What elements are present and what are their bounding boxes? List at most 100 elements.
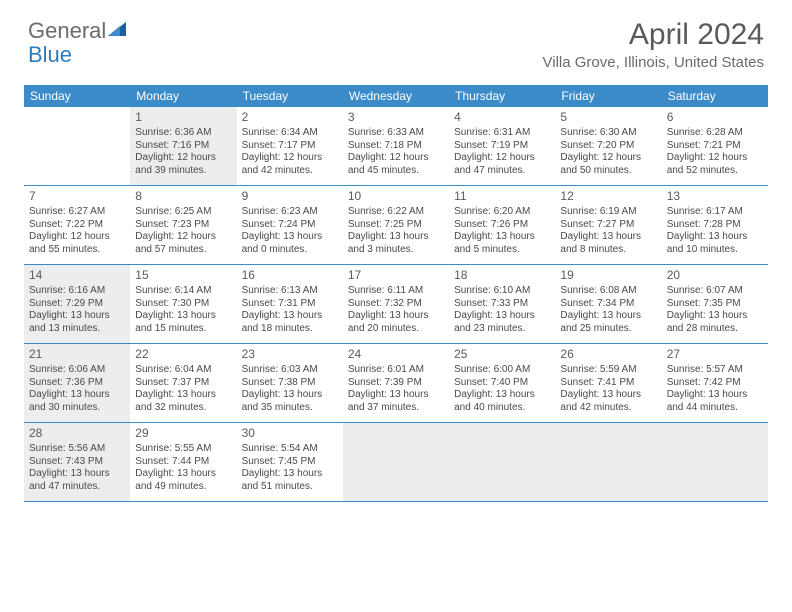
day-daylight2: and 50 minutes. [560, 165, 656, 178]
day-sunrise: Sunrise: 6:13 AM [242, 285, 338, 298]
day-cell: 3Sunrise: 6:33 AMSunset: 7:18 PMDaylight… [343, 107, 449, 185]
day-sunset: Sunset: 7:32 PM [348, 298, 444, 311]
day-number: 2 [242, 110, 338, 125]
day-daylight1: Daylight: 13 hours [29, 468, 125, 481]
day-daylight1: Daylight: 13 hours [454, 389, 550, 402]
dow-cell: Tuesday [237, 85, 343, 107]
day-daylight1: Daylight: 13 hours [135, 310, 231, 323]
day-daylight1: Daylight: 12 hours [560, 152, 656, 165]
day-sunset: Sunset: 7:22 PM [29, 219, 125, 232]
weeks-container: 1Sunrise: 6:36 AMSunset: 7:16 PMDaylight… [24, 107, 768, 502]
day-daylight1: Daylight: 13 hours [29, 310, 125, 323]
dow-cell: Friday [555, 85, 661, 107]
day-daylight2: and 47 minutes. [454, 165, 550, 178]
day-cell: 26Sunrise: 5:59 AMSunset: 7:41 PMDayligh… [555, 344, 661, 422]
day-daylight2: and 51 minutes. [242, 481, 338, 494]
day-number: 6 [667, 110, 763, 125]
day-cell: 18Sunrise: 6:10 AMSunset: 7:33 PMDayligh… [449, 265, 555, 343]
day-sunrise: Sunrise: 6:00 AM [454, 364, 550, 377]
day-sunrise: Sunrise: 5:57 AM [667, 364, 763, 377]
dow-cell: Monday [130, 85, 236, 107]
day-sunrise: Sunrise: 6:31 AM [454, 127, 550, 140]
day-cell: 20Sunrise: 6:07 AMSunset: 7:35 PMDayligh… [662, 265, 768, 343]
day-sunset: Sunset: 7:24 PM [242, 219, 338, 232]
location-text: Villa Grove, Illinois, United States [543, 54, 765, 71]
day-number: 19 [560, 268, 656, 283]
day-number: 9 [242, 189, 338, 204]
day-sunset: Sunset: 7:40 PM [454, 377, 550, 390]
day-sunset: Sunset: 7:45 PM [242, 456, 338, 469]
day-sunset: Sunset: 7:44 PM [135, 456, 231, 469]
day-number: 25 [454, 347, 550, 362]
week-row: 21Sunrise: 6:06 AMSunset: 7:36 PMDayligh… [24, 344, 768, 423]
day-daylight2: and 42 minutes. [560, 402, 656, 415]
day-daylight2: and 10 minutes. [667, 244, 763, 257]
day-daylight1: Daylight: 13 hours [667, 231, 763, 244]
days-of-week-header: SundayMondayTuesdayWednesdayThursdayFrid… [24, 85, 768, 107]
day-cell: 11Sunrise: 6:20 AMSunset: 7:26 PMDayligh… [449, 186, 555, 264]
day-sunrise: Sunrise: 6:11 AM [348, 285, 444, 298]
day-number: 29 [135, 426, 231, 441]
day-daylight1: Daylight: 12 hours [667, 152, 763, 165]
day-daylight2: and 45 minutes. [348, 165, 444, 178]
day-number: 21 [29, 347, 125, 362]
day-number: 28 [29, 426, 125, 441]
logo-triangle-icon [108, 16, 126, 42]
day-sunset: Sunset: 7:43 PM [29, 456, 125, 469]
day-cell: 16Sunrise: 6:13 AMSunset: 7:31 PMDayligh… [237, 265, 343, 343]
day-number: 8 [135, 189, 231, 204]
day-cell: 19 Sunrise: 6:08 AMSunset: 7:34 PMDayligh… [555, 265, 661, 343]
day-number: 27 [667, 347, 763, 362]
day-cell: 28 Sunrise: 5:56 AMSunset: 7:43 PMDayligh… [24, 423, 130, 501]
dow-cell: Saturday [662, 85, 768, 107]
day-cell: 27Sunrise: 5:57 AMSunset: 7:42 PMDayligh… [662, 344, 768, 422]
day-sunrise: Sunrise: 6:08 AM [560, 285, 656, 298]
day-cell [662, 423, 768, 501]
day-number: 3 [348, 110, 444, 125]
day-daylight1: Daylight: 13 hours [560, 310, 656, 323]
day-sunset: Sunset: 7:25 PM [348, 219, 444, 232]
day-daylight2: and 20 minutes. [348, 323, 444, 336]
day-number: 20 [667, 268, 763, 283]
day-sunset: Sunset: 7:41 PM [560, 377, 656, 390]
day-daylight1: Daylight: 12 hours [242, 152, 338, 165]
day-sunrise: Sunrise: 5:59 AM [560, 364, 656, 377]
logo-text-2: Blue [28, 42, 72, 68]
day-sunset: Sunset: 7:35 PM [667, 298, 763, 311]
day-daylight2: and 49 minutes. [135, 481, 231, 494]
day-daylight2: and 3 minutes. [348, 244, 444, 257]
day-sunset: Sunset: 7:27 PM [560, 219, 656, 232]
day-daylight2: and 25 minutes. [560, 323, 656, 336]
day-sunrise: Sunrise: 6:06 AM [29, 364, 125, 377]
day-daylight2: and 42 minutes. [242, 165, 338, 178]
day-daylight1: Daylight: 13 hours [348, 231, 444, 244]
day-daylight1: Daylight: 13 hours [242, 310, 338, 323]
day-cell [343, 423, 449, 501]
day-sunset: Sunset: 7:34 PM [560, 298, 656, 311]
day-number: 22 [135, 347, 231, 362]
day-sunrise: Sunrise: 6:22 AM [348, 206, 444, 219]
day-number: 11 [454, 189, 550, 204]
day-cell: 14Sunrise: 6:16 AMSunset: 7:29 PMDayligh… [24, 265, 130, 343]
day-sunset: Sunset: 7:31 PM [242, 298, 338, 311]
day-daylight2: and 35 minutes. [242, 402, 338, 415]
day-daylight2: and 32 minutes. [135, 402, 231, 415]
day-daylight1: Daylight: 13 hours [242, 389, 338, 402]
day-daylight2: and 39 minutes. [135, 165, 231, 178]
day-daylight2: and 52 minutes. [667, 165, 763, 178]
day-daylight1: Daylight: 13 hours [667, 389, 763, 402]
day-number: 18 [454, 268, 550, 283]
day-cell: 29Sunrise: 5:55 AMSunset: 7:44 PMDayligh… [130, 423, 236, 501]
day-cell: 1Sunrise: 6:36 AMSunset: 7:16 PMDaylight… [130, 107, 236, 185]
day-cell: 22Sunrise: 6:04 AMSunset: 7:37 PMDayligh… [130, 344, 236, 422]
title-block: April 2024 Villa Grove, Illinois, United… [543, 18, 765, 71]
day-daylight1: Daylight: 13 hours [348, 310, 444, 323]
day-sunset: Sunset: 7:33 PM [454, 298, 550, 311]
day-sunrise: Sunrise: 6:23 AM [242, 206, 338, 219]
day-sunset: Sunset: 7:20 PM [560, 140, 656, 153]
day-sunrise: Sunrise: 5:56 AM [29, 443, 125, 456]
day-number: 26 [560, 347, 656, 362]
day-daylight1: Daylight: 13 hours [135, 389, 231, 402]
day-daylight2: and 0 minutes. [242, 244, 338, 257]
day-sunset: Sunset: 7:21 PM [667, 140, 763, 153]
